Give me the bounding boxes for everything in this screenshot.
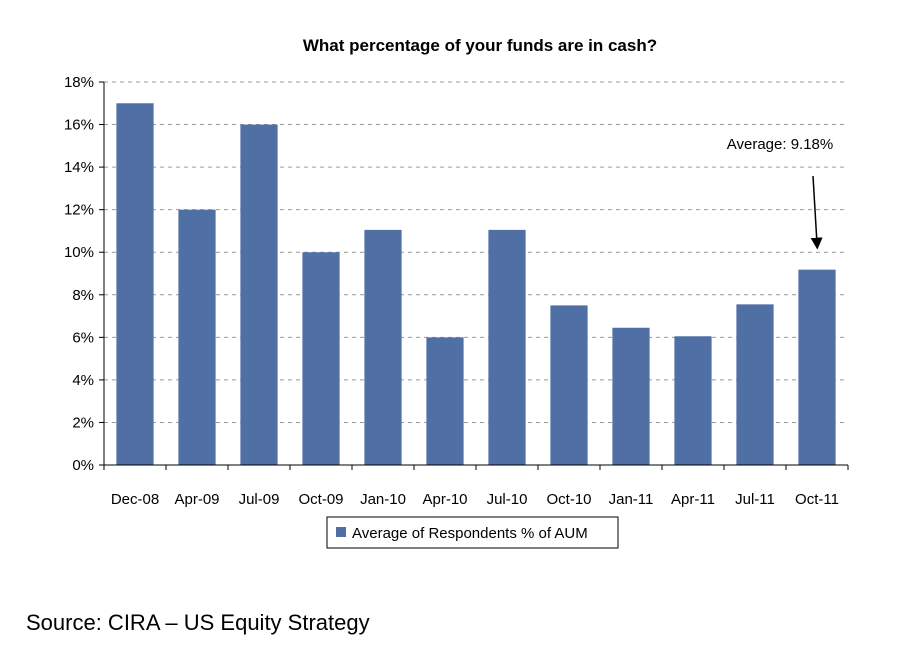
- bar: [488, 229, 526, 465]
- legend: Average of Respondents % of AUM: [326, 516, 619, 549]
- bar: [240, 124, 278, 466]
- bar: [426, 337, 464, 465]
- tick-labels: 0% 2% 4% 6% 8% 10% 12% 14% 16% 18% Dec-08 Apr-09 Jul…: [64, 74, 849, 508]
- y-tick-label: 16%: [64, 117, 94, 134]
- x-tick-label: Apr-10: [422, 491, 467, 508]
- bars: [116, 103, 836, 466]
- annotation-arrow: [810, 175, 823, 250]
- x-tick-label: Apr-09: [174, 491, 219, 508]
- x-tick-label: Oct-11: [795, 491, 839, 508]
- legend-label: Average of Respondents % of AUM: [352, 525, 588, 542]
- x-tick-label: Oct-09: [298, 491, 343, 508]
- y-tick-label: 12%: [64, 202, 94, 219]
- x-tick-label: Dec-08: [111, 491, 159, 508]
- bar: [674, 336, 712, 465]
- bar: [178, 209, 216, 465]
- bar: [364, 229, 402, 465]
- bar-chart: What percentage of your funds are in cas…: [64, 36, 849, 549]
- bar: [798, 269, 836, 465]
- x-tick-label: Oct-10: [546, 491, 591, 508]
- y-tick-label: 6%: [72, 329, 94, 346]
- bar: [302, 252, 340, 465]
- x-tick-label: Apr-11: [671, 491, 715, 508]
- bar: [116, 103, 154, 466]
- y-tick-label: 0%: [72, 457, 94, 474]
- x-tick-label: Jul-11: [735, 491, 775, 508]
- source-note: Source: CIRA – US Equity Strategy: [26, 610, 370, 635]
- average-annotation: Average: 9.18%: [727, 136, 833, 153]
- y-tick-label: 18%: [64, 74, 94, 91]
- bar: [612, 327, 650, 465]
- y-tick-label: 8%: [72, 287, 94, 304]
- y-tick-label: 14%: [64, 159, 94, 176]
- bar: [550, 305, 588, 465]
- chart-title: What percentage of your funds are in cas…: [303, 36, 657, 55]
- annotation: Average: 9.18%: [727, 136, 833, 250]
- bar: [736, 304, 774, 465]
- y-tick-label: 10%: [64, 244, 94, 261]
- legend-box: [326, 516, 619, 549]
- y-tick-label: 4%: [72, 372, 94, 389]
- x-tick-label: Jan-11: [609, 491, 654, 508]
- x-tick-label: Jul-10: [487, 491, 528, 508]
- x-tick-label: Jan-10: [360, 491, 406, 508]
- legend-swatch: [336, 527, 346, 537]
- gridlines: [104, 81, 848, 423]
- x-tick-label: Jul-09: [239, 491, 280, 508]
- y-tick-label: 2%: [72, 414, 94, 431]
